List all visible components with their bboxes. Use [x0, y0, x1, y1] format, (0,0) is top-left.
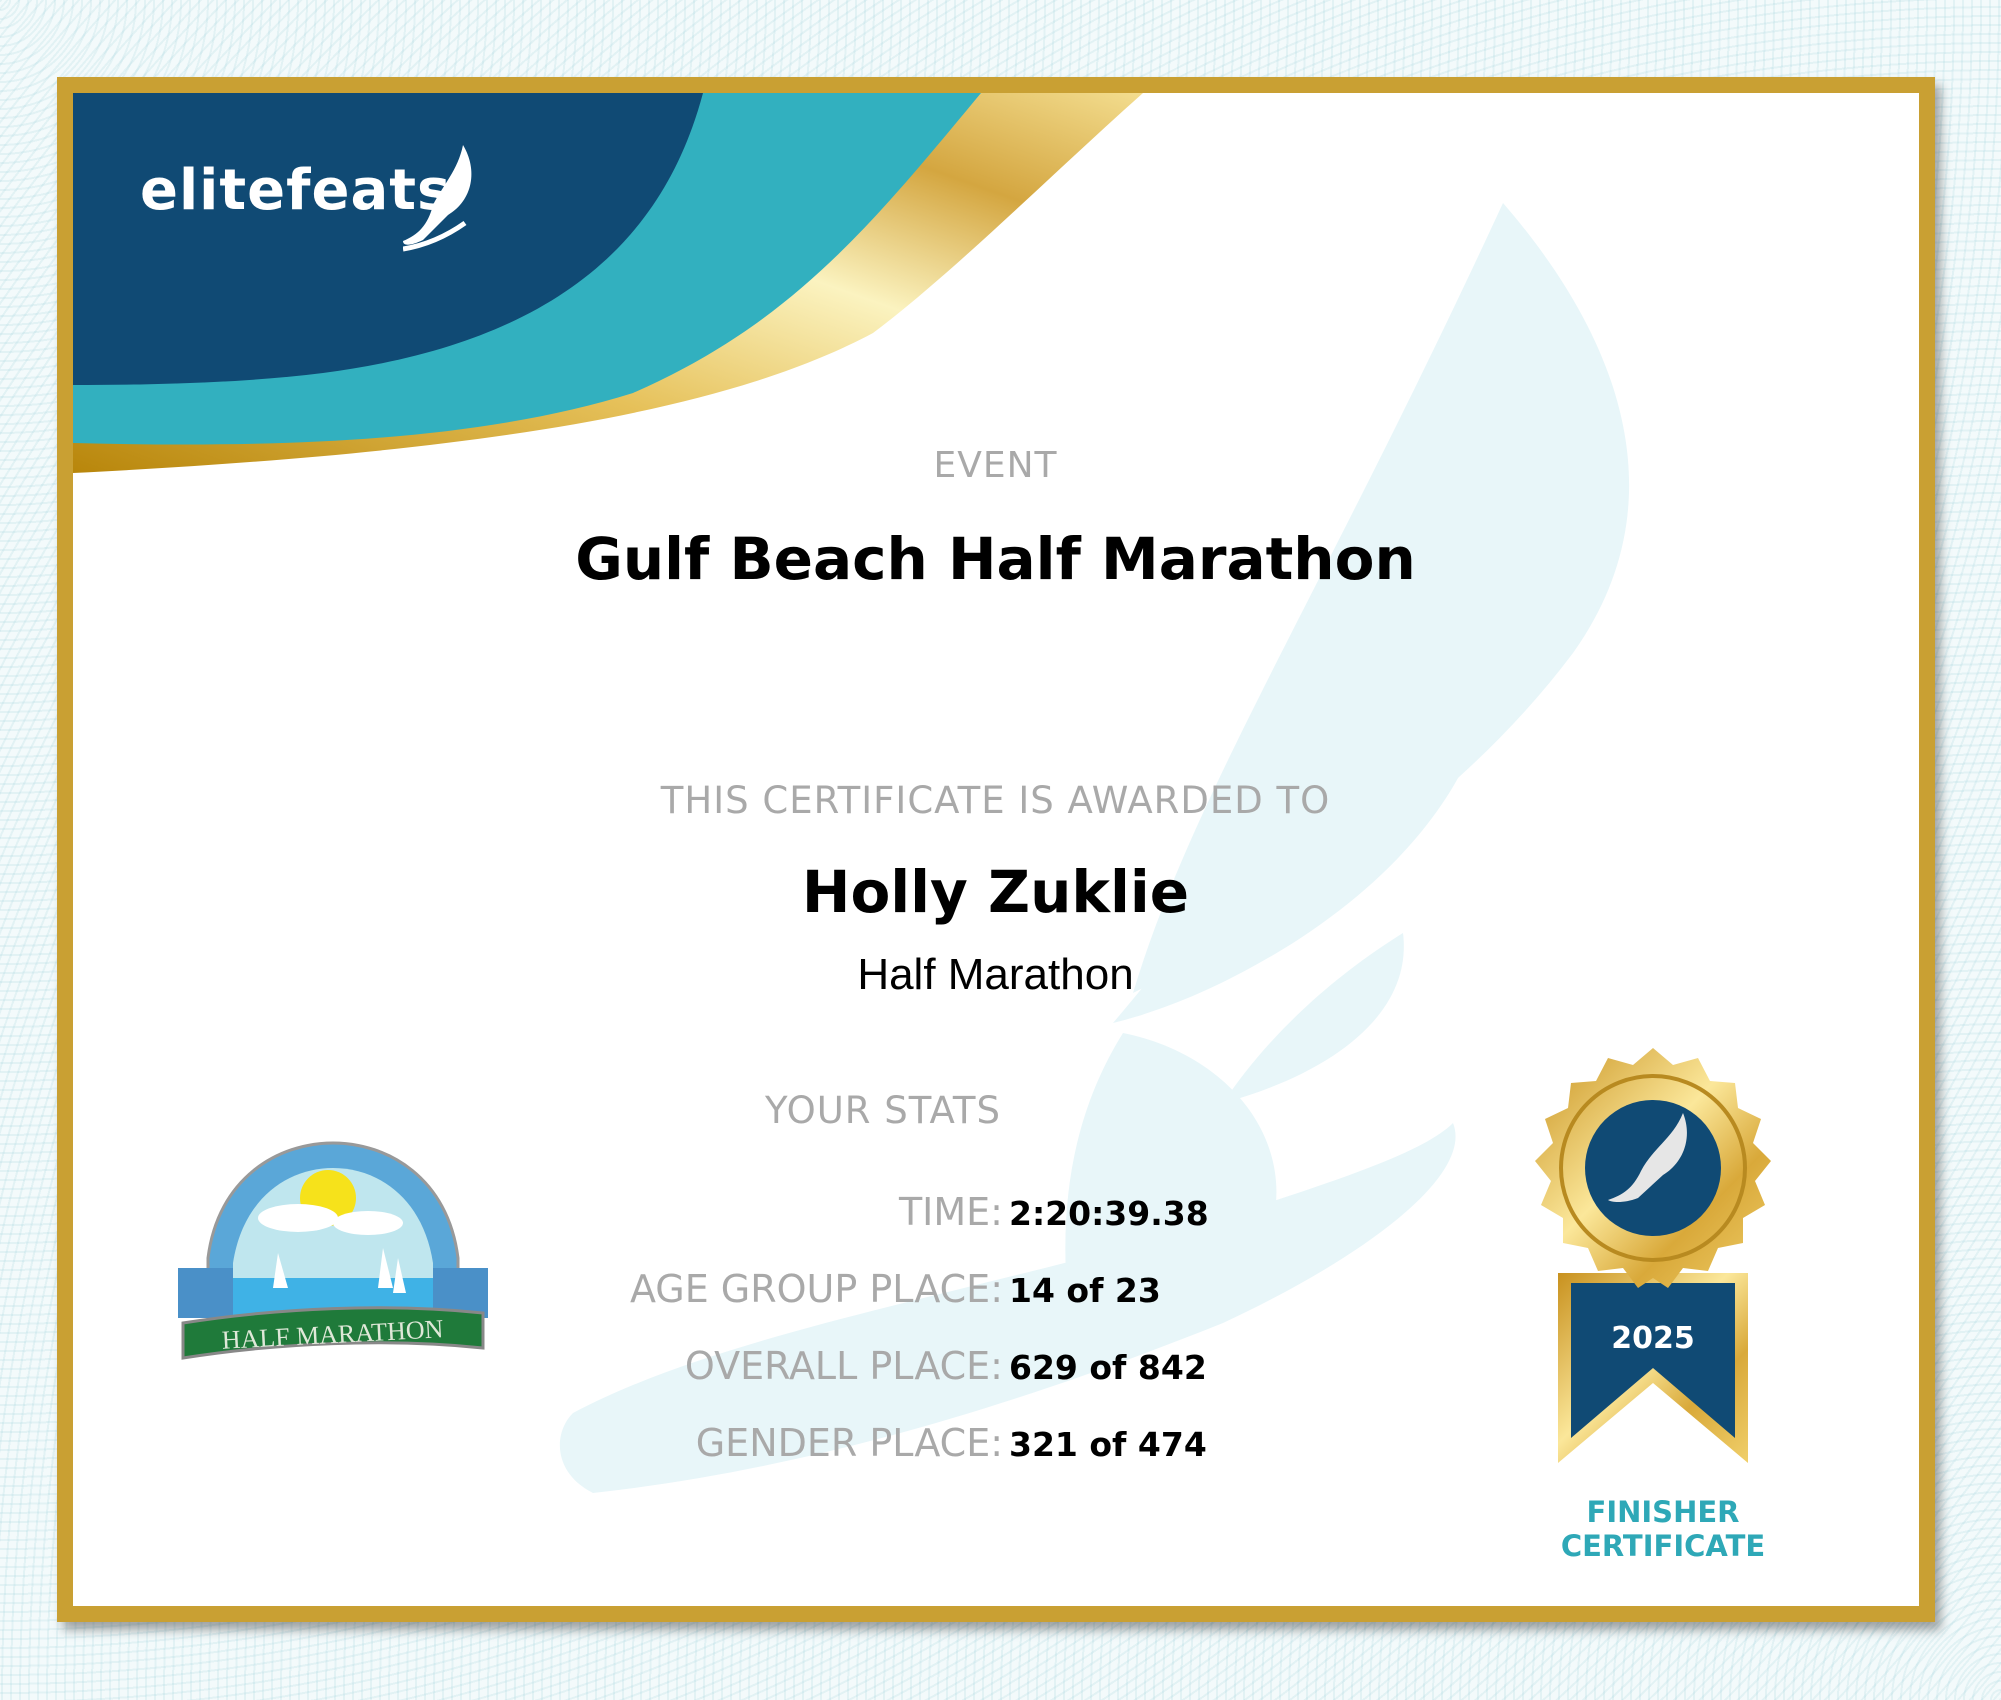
medal-year: 2025 — [1611, 1321, 1695, 1356]
stat-value: 629 of 842 — [1009, 1348, 1207, 1387]
event-name: Gulf Beach Half Marathon — [575, 525, 1416, 593]
stat-age-group-place: AGE GROUP PLACE: 14 of 23 — [73, 1267, 1918, 1317]
brand-logo: elitefeats — [140, 158, 452, 223]
winged-foot-logo-icon — [403, 145, 472, 252]
race-name: Half Marathon — [857, 950, 1134, 999]
stat-value: 321 of 474 — [1009, 1425, 1207, 1464]
certificate-label: CERTIFICATE — [1560, 1529, 1766, 1563]
finisher-label: FINISHER — [1586, 1495, 1740, 1529]
stat-value: 14 of 23 — [1009, 1271, 1161, 1310]
stat-key: AGE GROUP PLACE: — [629, 1267, 1003, 1311]
stats-label: YOUR STATS — [765, 1089, 1001, 1132]
certificate: elitefeats EVENT Gulf Beach Half Maratho… — [57, 77, 1935, 1622]
winged-foot-watermark — [559, 203, 1630, 1493]
event-logo: HALF MARATHON — [178, 1141, 488, 1360]
event-label: EVENT — [933, 445, 1058, 486]
header-swoosh — [73, 93, 1143, 473]
stat-value: 2:20:39.38 — [1009, 1194, 1209, 1233]
awarded-to-label: THIS CERTIFICATE IS AWARDED TO — [660, 779, 1331, 822]
stat-key: TIME: — [898, 1190, 1003, 1234]
winged-foot-icon — [1608, 1113, 1687, 1203]
stat-time: TIME: 2:20:39.38 — [73, 1190, 1918, 1240]
recipient-name: Holly Zuklie — [801, 858, 1190, 926]
stat-overall-place: OVERALL PLACE: 629 of 842 — [73, 1344, 1918, 1394]
stat-key: OVERALL PLACE: — [684, 1344, 1003, 1388]
finisher-medal: 2025 — [1535, 1048, 1771, 1463]
stat-gender-place: GENDER PLACE: 321 of 474 — [73, 1421, 1918, 1471]
stat-key: GENDER PLACE: — [695, 1421, 1003, 1465]
